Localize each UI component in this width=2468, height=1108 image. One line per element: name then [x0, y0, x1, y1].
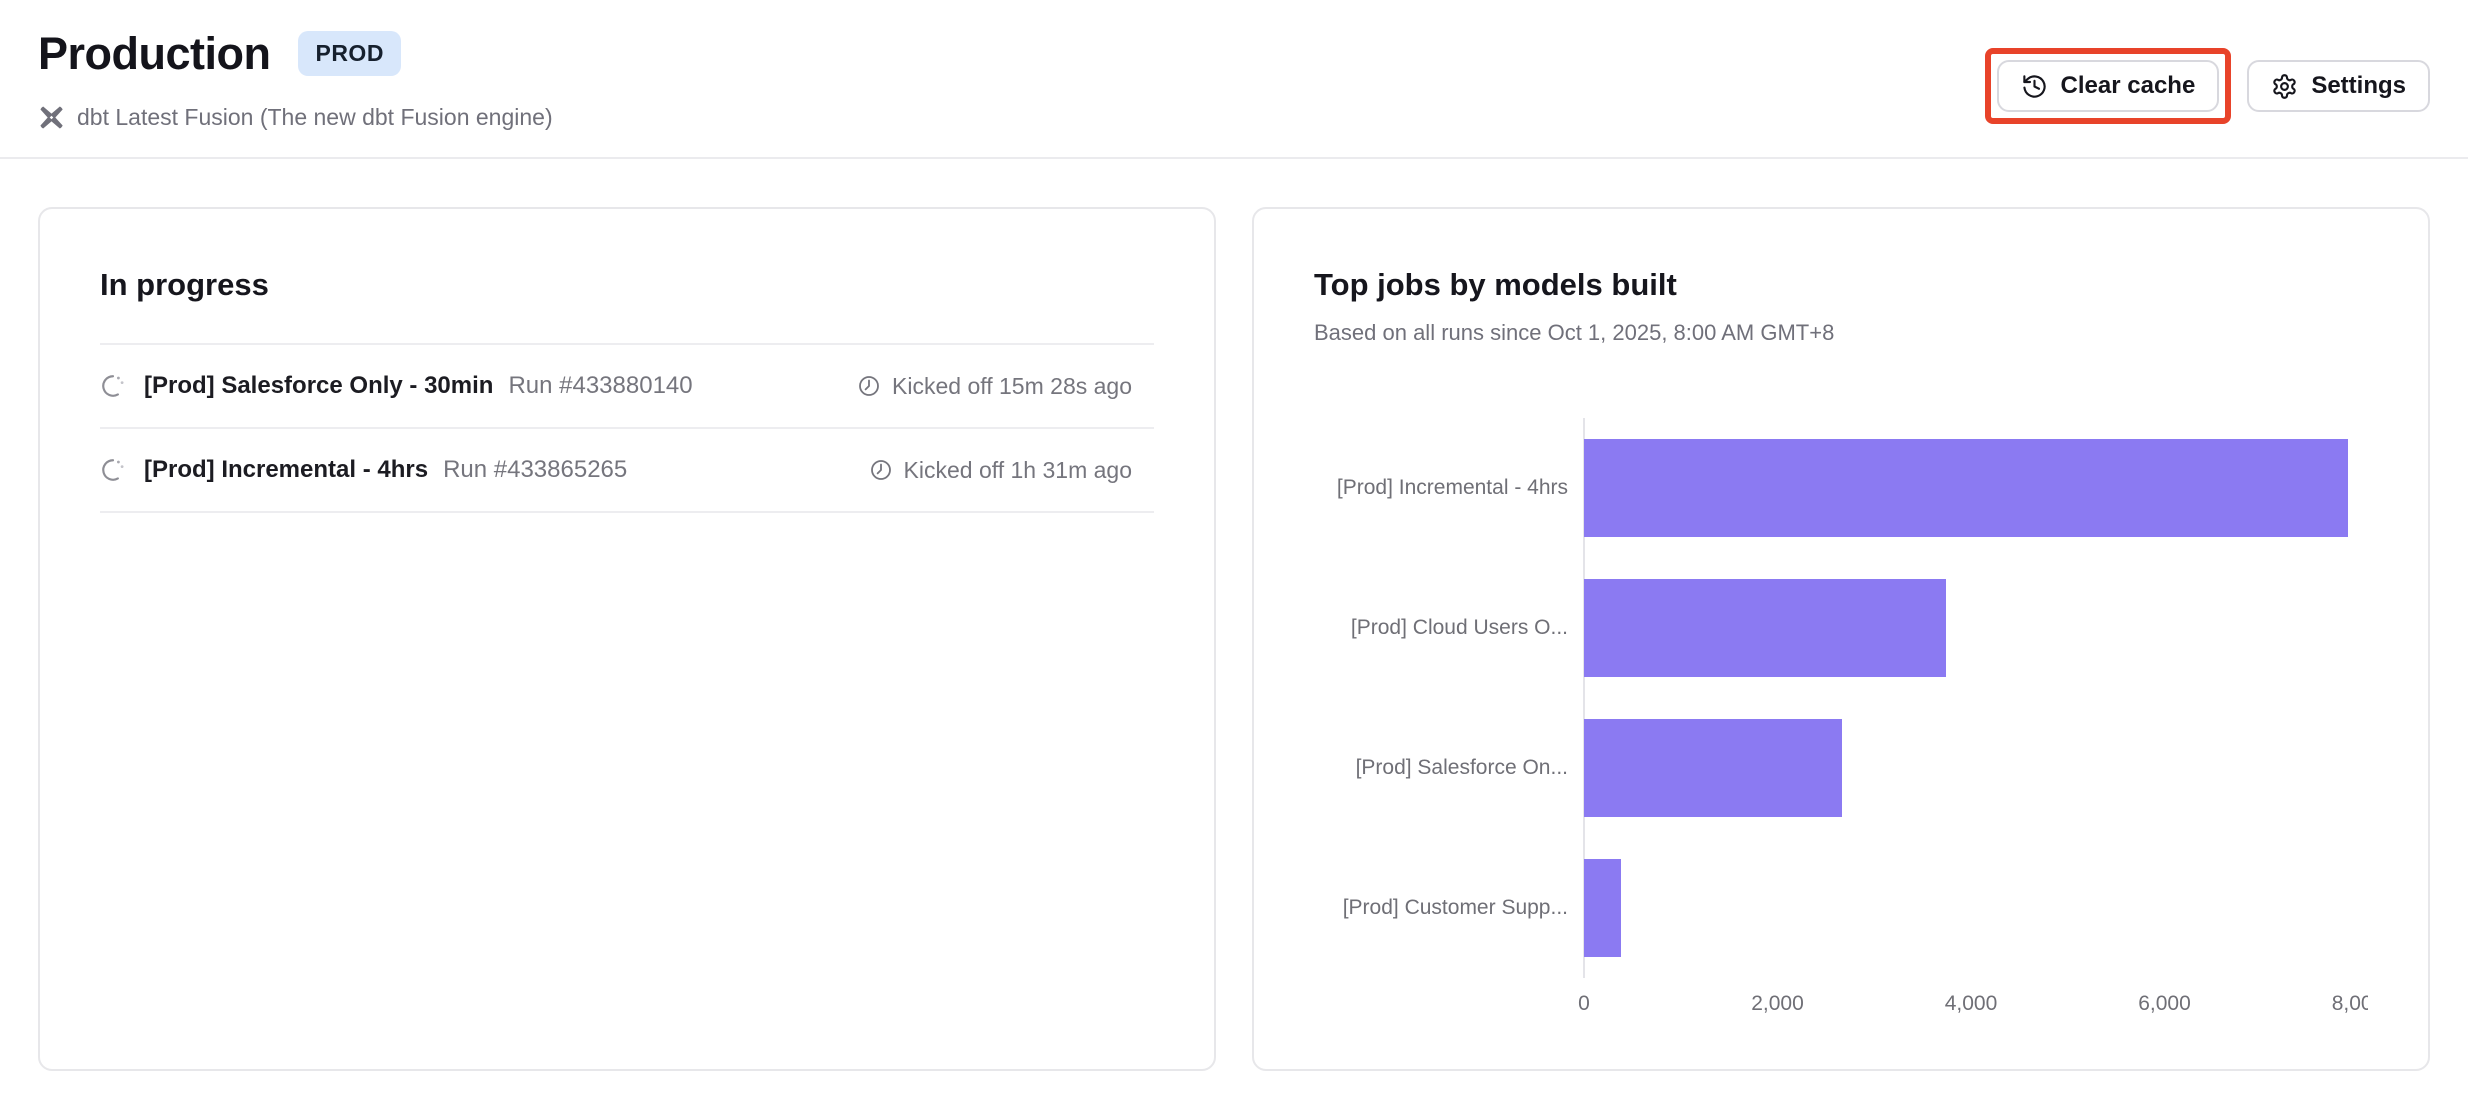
in-progress-title: In progress — [100, 267, 269, 303]
clock-icon — [869, 458, 893, 482]
engine-note: dbt Latest Fusion (The new dbt Fusion en… — [77, 104, 553, 131]
chart-axis-tick: 4,000 — [1944, 992, 1998, 1016]
chart-category-label: [Prod] Salesforce On... — [1355, 756, 1568, 780]
chart-bar — [1584, 579, 1946, 678]
history-icon — [2021, 73, 2048, 100]
run-number-link[interactable]: Run #433865265 — [443, 456, 628, 484]
chart-bar-row: [Prod] Incremental - 4hrs — [1314, 418, 2368, 558]
bar-chart: [Prod] Incremental - 4hrs [Prod] Cloud Us… — [1314, 418, 2368, 1024]
spinner-icon — [100, 457, 126, 483]
environment-badge: PROD — [298, 31, 401, 77]
clock-icon — [857, 374, 881, 398]
run-number-link[interactable]: Run #433880140 — [508, 372, 693, 400]
chart-bar-row: [Prod] Customer Supp... — [1314, 838, 2368, 978]
section-divider — [100, 343, 1154, 346]
dbt-fusion-icon — [38, 104, 65, 131]
settings-button[interactable]: Settings — [2247, 60, 2430, 112]
chart-axis-tick: 6,000 — [2138, 992, 2191, 1016]
run-job-name[interactable]: [Prod] Incremental - 4hrs — [144, 456, 429, 484]
kicked-off-time: Kicked off 15m 28s ago — [892, 372, 1132, 399]
run-row[interactable]: [Prod] Incremental - 4hrs Run #433865265… — [100, 429, 1154, 514]
clear-cache-label: Clear cache — [2060, 72, 2196, 99]
run-row[interactable]: [Prod] Salesforce Only - 30min Run #4338… — [100, 345, 1154, 430]
chart-x-axis: 0 2,000 4,000 6,000 8,000 — [1314, 978, 2368, 1024]
chart-bar-row: [Prod] Salesforce On... — [1314, 698, 2368, 838]
chart-bar-track — [1584, 558, 2368, 698]
chart-title: Top jobs by models built — [1314, 267, 1677, 303]
run-job-name[interactable]: [Prod] Salesforce Only - 30min — [144, 372, 494, 400]
chart-axis-tick: 2,000 — [1751, 992, 1804, 1016]
page-title: Production — [38, 28, 271, 79]
chart-subtitle: Based on all runs since Oct 1, 2025, 8:0… — [1314, 320, 1835, 346]
action-highlight-rectangle: Clear cache — [1984, 48, 2232, 124]
chart-bar — [1584, 439, 2348, 538]
page-header: Production PROD dbt Latest Fusion (The n… — [0, 0, 2468, 160]
chart-bar-track — [1584, 418, 2368, 558]
chart-bar-track — [1584, 838, 2368, 978]
chart-bar-track — [1584, 698, 2368, 838]
chart-axis-tick: 0 — [1578, 992, 1590, 1016]
kicked-off-time: Kicked off 1h 31m ago — [903, 456, 1132, 483]
gear-icon — [2271, 73, 2298, 100]
chart-bar-row: [Prod] Cloud Users O... — [1314, 558, 2368, 698]
chart-category-label: [Prod] Cloud Users O... — [1350, 616, 1568, 640]
chart-category-label: [Prod] Incremental - 4hrs — [1336, 476, 1568, 500]
top-jobs-card: Top jobs by models built Based on all ru… — [1252, 207, 2430, 1072]
chart-bar — [1584, 719, 1842, 818]
chart-axis-tick: 8,000 — [2331, 992, 2368, 1016]
settings-label: Settings — [2311, 72, 2406, 99]
chart-bar — [1584, 859, 1621, 958]
chart-category-label: [Prod] Customer Supp... — [1342, 896, 1568, 920]
clear-cache-button[interactable]: Clear cache — [1996, 60, 2220, 112]
header-divider — [0, 157, 2468, 160]
chart-axis-line — [1583, 418, 1585, 979]
in-progress-card: In progress [Prod] Salesforce Only - 30m… — [38, 207, 1216, 1072]
spinner-icon — [100, 373, 126, 399]
